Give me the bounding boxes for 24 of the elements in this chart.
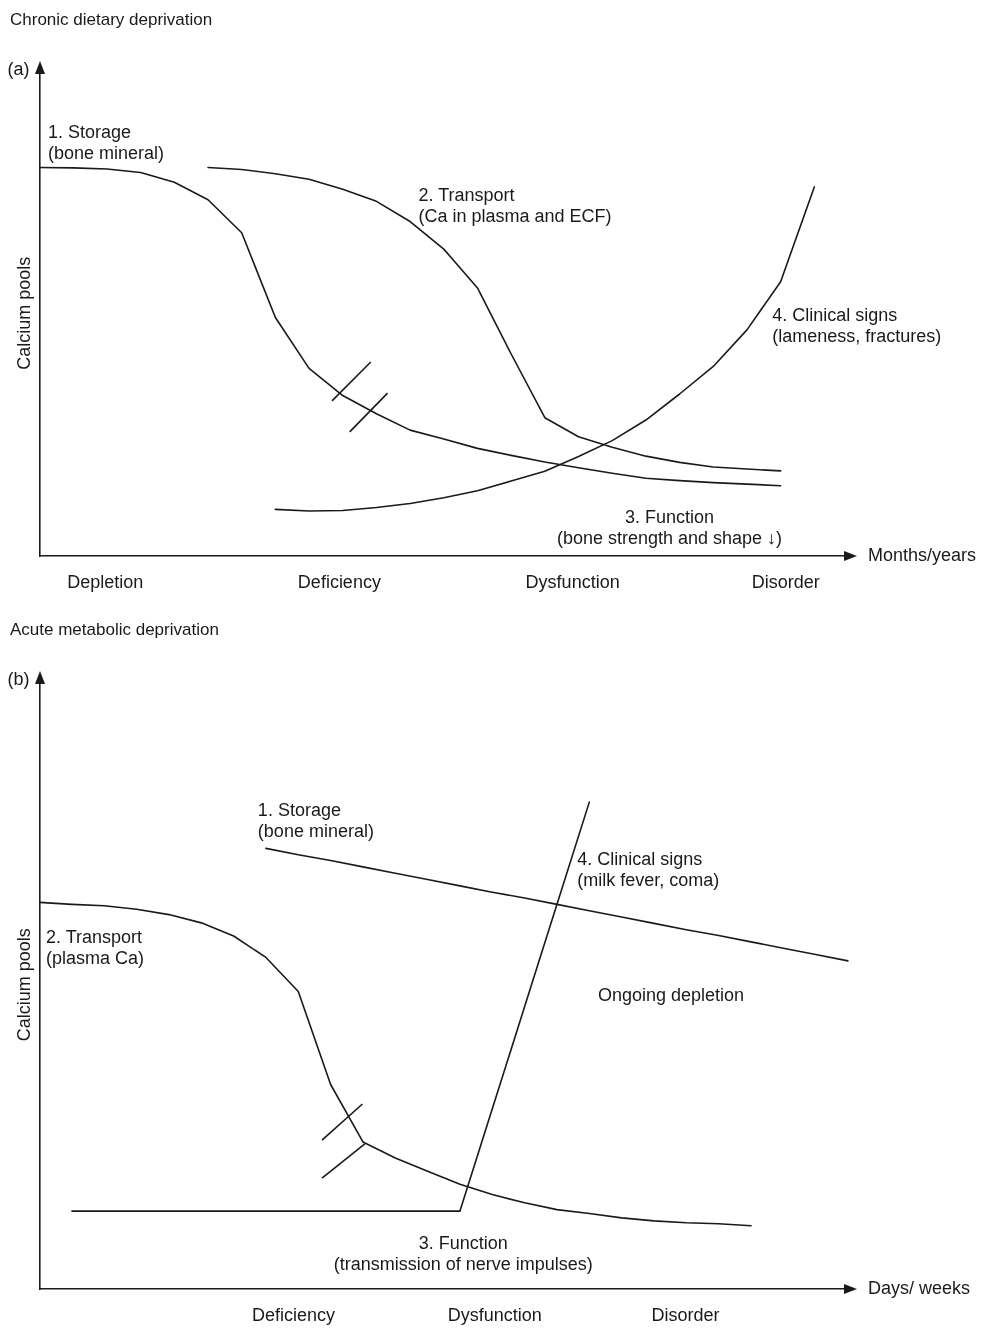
text: Dysfunction <box>525 571 620 592</box>
chart-title: Chronic dietary deprivation <box>10 9 213 29</box>
series-label: 2. Transport (Ca in plasma and ECF) <box>418 184 612 226</box>
x-axis-title: Days/ weeks <box>868 1277 971 1298</box>
text: Disorder <box>751 571 820 592</box>
annotation: 3. Function (bone strength and shape ↓) <box>556 507 783 549</box>
text: Deficiency <box>297 571 381 592</box>
y-axis-title: Calcium pools <box>13 256 34 370</box>
series-label: 2. Transport (plasma Ca) <box>46 926 145 968</box>
text: Dysfunction <box>447 1304 542 1325</box>
x-axis-title: Months/years <box>868 544 977 565</box>
text: Disorder <box>651 1304 720 1325</box>
text: Deficiency <box>251 1304 335 1325</box>
series-label: 4. Clinical signs (lameness, fractures) <box>772 305 942 347</box>
chart-title: Acute metabolic deprivation <box>10 619 219 639</box>
text: Depletion <box>67 571 144 592</box>
series-label: 1. Storage (bone mineral) <box>257 800 374 842</box>
series-label: 1. Storage (bone mineral) <box>48 121 165 163</box>
text: (b) <box>7 669 30 690</box>
annotation: Ongoing depletion <box>597 985 745 1006</box>
text: (a) <box>7 59 30 80</box>
y-axis-title: Calcium pools <box>13 928 34 1042</box>
series-label: 3. Function (transmission of nerve impulses) <box>333 1233 593 1275</box>
series-label: 4. Clinical signs (milk fever, coma) <box>577 848 720 890</box>
